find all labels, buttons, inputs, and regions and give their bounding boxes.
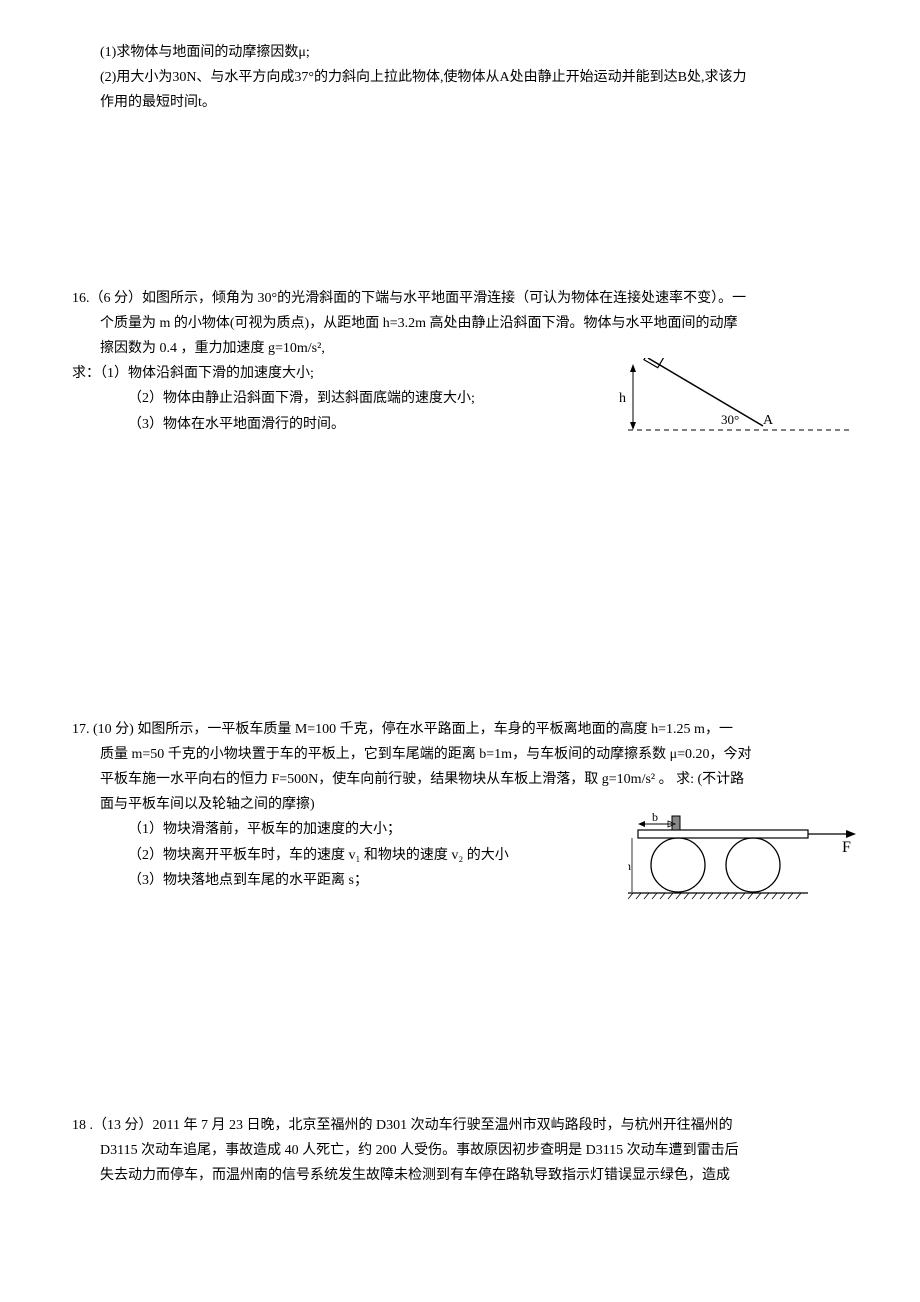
gap-3 xyxy=(72,913,848,1113)
point-a-label: A xyxy=(763,413,774,428)
problem-18: 18 .（13 分）2011 年 7 月 23 日晚，北京至福州的 D301 次… xyxy=(72,1113,848,1189)
gap-2 xyxy=(72,457,848,717)
q15-line-2: (2)用大小为30N、与水平方向成37°的力斜向上拉此物体,使物体从A处由静止开… xyxy=(72,65,848,90)
q16-line-2: 个质量为 m 的小物体(可视为质点)，从距地面 h=3.2m 高处由静止沿斜面下… xyxy=(72,311,848,336)
q16-header: 16.（6 分）如图所示，倾角为 30°的光滑斜面的下端与水平地面平滑连接（可认… xyxy=(72,286,848,311)
h-label: h xyxy=(619,391,626,406)
problem-17: 17. (10 分) 如图所示，一平板车质量 M=100 千克，停在水平路面上，… xyxy=(72,717,848,893)
q15-line-1: (1)求物体与地面间的动摩擦因数μ; xyxy=(72,40,848,65)
problem-16: 16.（6 分）如图所示，倾角为 30°的光滑斜面的下端与水平地面平滑连接（可认… xyxy=(72,286,848,437)
h-label-truck: h xyxy=(628,859,631,873)
q17-line-2: 质量 m=50 千克的小物块置于车的平板上，它到车尾端的距离 b=1m，与车板间… xyxy=(72,742,848,767)
figure-inclined-plane: h 30° A xyxy=(603,358,853,448)
q15-line-3: 作用的最短时间t。 xyxy=(72,90,848,115)
b-label: b xyxy=(652,812,658,824)
problem-15-partial: (1)求物体与地面间的动摩擦因数μ; (2)用大小为30N、与水平方向成37°的… xyxy=(72,40,848,116)
q17-line-3: 平板车施一水平向右的恒力 F=500N，使车向前行驶，结果物块从车板上滑落，取 … xyxy=(72,767,848,792)
q18-line-2: D3115 次动车追尾，事故造成 40 人死亡，约 200 人受伤。事故原因初步… xyxy=(72,1138,848,1163)
gap-1 xyxy=(72,136,848,286)
q17-header: 17. (10 分) 如图所示，一平板车质量 M=100 千克，停在水平路面上，… xyxy=(72,717,848,742)
f-label: F xyxy=(842,839,851,856)
q18-line-3: 失去动力而停车，而温州南的信号系统发生故障未检测到有车停在路轨导致指示灯错误显示… xyxy=(72,1163,848,1188)
q18-header: 18 .（13 分）2011 年 7 月 23 日晚，北京至福州的 D301 次… xyxy=(72,1113,848,1138)
angle-label: 30° xyxy=(721,412,739,427)
figure-flatbed-truck: b h F xyxy=(628,812,858,912)
